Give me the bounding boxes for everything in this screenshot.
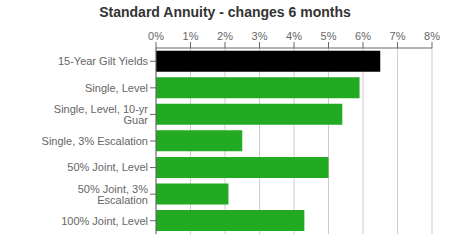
svg-text:7%: 7% [390,30,406,42]
svg-text:Single, 3% Escalation: Single, 3% Escalation [42,135,148,147]
svg-text:1%: 1% [183,30,199,42]
svg-text:50% Joint, Level: 50% Joint, Level [67,161,148,173]
svg-text:3%: 3% [252,30,268,42]
svg-text:0%: 0% [148,30,164,42]
svg-text:15-Year Gilt Yields: 15-Year Gilt Yields [58,55,149,67]
svg-text:100% Joint, Level: 100% Joint, Level [61,215,148,227]
svg-text:6%: 6% [355,30,371,42]
svg-text:50% Joint, 3%Escalation: 50% Joint, 3%Escalation [78,183,149,206]
svg-text:Single, Level, 10-yrGuar: Single, Level, 10-yrGuar [54,103,148,126]
html-text:Standard Annuity - changes 6 m: Standard Annuity - changes 6 months [99,4,351,20]
svg-text:Single, Level: Single, Level [85,82,148,94]
svg-text:5%: 5% [321,30,337,42]
svg-text:2%: 2% [217,30,233,42]
svg-text:4%: 4% [286,30,302,42]
svg-text:8%: 8% [424,30,440,42]
